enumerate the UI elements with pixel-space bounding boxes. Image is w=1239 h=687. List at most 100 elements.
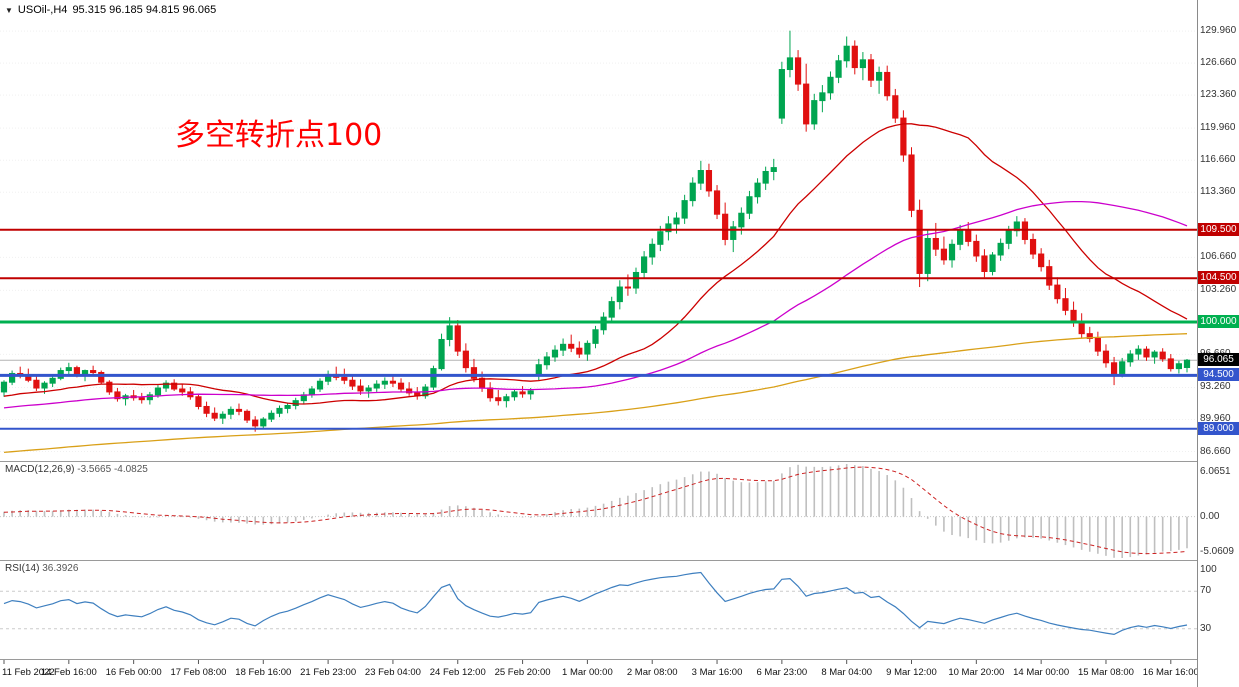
candle-body [454, 325, 461, 352]
candle-body [770, 167, 777, 172]
price-tick-label: 129.960 [1200, 25, 1237, 37]
candle-body [940, 248, 948, 261]
candle-body [98, 371, 105, 383]
candle-body [162, 382, 170, 389]
candle-body [316, 380, 324, 390]
candle-body [576, 347, 583, 355]
time-axis-label: 18 Feb 16:00 [235, 667, 292, 678]
time-axis-label: 23 Feb 04:00 [364, 667, 421, 678]
candle-body [1175, 363, 1182, 370]
rsi-line [3, 571, 1188, 636]
candle-body [114, 391, 121, 400]
candle-body [884, 71, 891, 97]
time-axis-label: 2 Mar 08:00 [626, 667, 678, 678]
candle-body [235, 408, 243, 412]
candle-body [608, 301, 615, 318]
candle-body [730, 226, 737, 240]
candle-body [503, 396, 510, 402]
candle-body [1054, 284, 1061, 300]
candle-body [908, 154, 915, 211]
candle-body [981, 255, 988, 273]
macd-panel[interactable] [0, 462, 1197, 560]
price-scale[interactable]: 129.960 126.660 123.360 119.960 116.660 113.3… [1197, 0, 1239, 687]
time-axis[interactable]: 11 Feb 2022 14 Feb 16:00 16 Feb 00:00 17 Fe… [0, 660, 1239, 687]
candle-body [932, 237, 939, 250]
candle-body [989, 254, 996, 273]
candle-body [106, 381, 113, 393]
macd-values: -3.5665 -4.0825 [77, 464, 148, 475]
candle-body [681, 200, 688, 219]
candle-body [389, 380, 397, 384]
candle-body [568, 343, 575, 349]
candle-body [819, 92, 826, 102]
candle-body [665, 223, 672, 233]
price-level-badge: 100.000 [1198, 314, 1239, 328]
price-chart[interactable] [0, 0, 1197, 461]
candle-body [859, 59, 866, 69]
candle-body [778, 69, 785, 119]
macd-label: MACD(12,26,9) -3.5665 -4.0825 [5, 464, 148, 475]
rsi-scale-30: 30 [1200, 622, 1212, 634]
price-level-badge: 94.500 [1198, 368, 1239, 382]
candle-body [722, 213, 729, 240]
candle-body [697, 170, 704, 184]
time-axis-label: 16 Mar 16:00 [1142, 667, 1199, 678]
candle-body [649, 243, 656, 258]
candle-body [357, 385, 364, 392]
panel-resize-handle[interactable] [0, 461, 1239, 462]
candle-body [195, 396, 202, 407]
candle-body [495, 397, 502, 402]
time-axis-label: 21 Feb 23:00 [300, 667, 357, 678]
candle-body [713, 190, 721, 215]
time-axis-label: 14 Mar 00:00 [1013, 667, 1070, 678]
candle-body [1078, 321, 1085, 335]
candle-body [138, 397, 145, 401]
rsi-label: RSI(14) 36.3926 [5, 563, 78, 574]
time-axis-label: 25 Feb 20:00 [494, 667, 551, 678]
candle-body [689, 182, 696, 202]
candle-body [406, 388, 413, 394]
candle-body [349, 379, 356, 387]
candle-body [365, 387, 372, 392]
price-level-badge: 104.500 [1198, 271, 1239, 285]
candle-body [1119, 361, 1126, 374]
time-axis-label: 14 Feb 16:00 [40, 667, 97, 678]
candle-body [154, 387, 162, 396]
candle-body [867, 59, 875, 81]
candle-body [243, 410, 251, 421]
candle-body [487, 387, 494, 399]
time-axis-label: 10 Mar 20:00 [948, 667, 1005, 678]
candle-body [892, 95, 899, 119]
candle-body [673, 217, 680, 225]
candle-body [252, 419, 259, 427]
macd-scale-bottom: -5.0609 [1200, 546, 1234, 557]
time-axis-label: 24 Feb 12:00 [429, 667, 486, 678]
price-level-badge: 109.500 [1198, 222, 1239, 236]
panel-resize-handle[interactable] [0, 560, 1239, 561]
candle-body [73, 367, 81, 375]
candle-body [535, 364, 542, 375]
candle-body [397, 382, 405, 390]
candle-body [1135, 348, 1142, 355]
rsi-panel[interactable] [0, 561, 1197, 659]
candle-body [1183, 359, 1191, 368]
macd-params: MACD(12,26,9) [5, 464, 75, 475]
price-tick-label: 123.360 [1200, 89, 1237, 101]
rsi-scale-100: 100 [1200, 564, 1217, 575]
candle-body [260, 418, 267, 427]
candle-body [438, 338, 445, 370]
chart-dropdown-icon[interactable]: ▼ [5, 5, 13, 15]
candle-body [803, 83, 810, 125]
candle-body [268, 412, 275, 420]
price-tick-label: 106.660 [1200, 251, 1237, 263]
chart-title: ▼ USOil-,H4 95.315 96.185 94.815 96.065 [5, 4, 216, 16]
candle-body [284, 405, 291, 409]
macd-scale-zero: 0.00 [1200, 510, 1220, 522]
ma-fast-line [3, 123, 1188, 405]
candle-body [1029, 238, 1037, 255]
candle-body [1005, 230, 1012, 244]
candle-body [543, 356, 550, 366]
price-tick-label: 89.960 [1200, 413, 1231, 425]
time-axis-border [0, 659, 1239, 660]
candle-body [1167, 358, 1174, 370]
